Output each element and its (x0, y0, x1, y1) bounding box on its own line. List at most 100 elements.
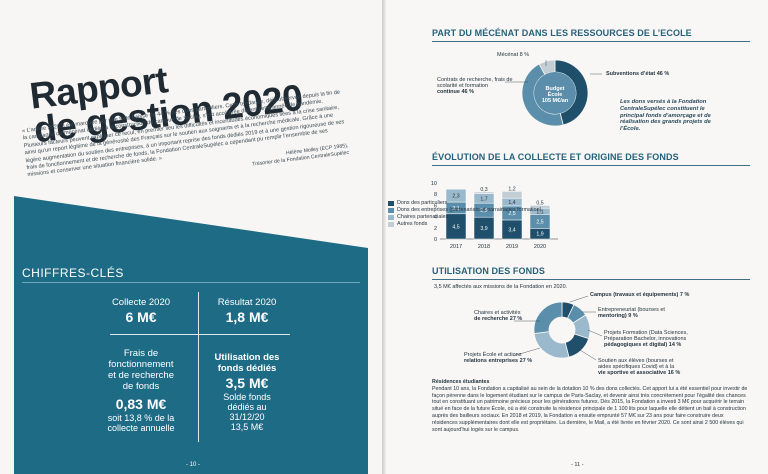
kpi-dedies-value: 3,5 M€ (225, 375, 269, 391)
bar-segment (445, 188, 467, 203)
kpi-dedies-label-1: Utilisation des (214, 352, 280, 363)
legend-swatch (388, 222, 394, 227)
pie-utilisation (533, 301, 591, 359)
kpi-frais: Frais de fonctionnement et de recherche … (66, 348, 216, 433)
bar-x-tick-label: 2020 (534, 244, 546, 250)
bar-data-label: 3,4 (508, 227, 515, 233)
pie2-label-entrepreneuriat-2: mentoring) 9 % (598, 313, 638, 319)
utilisation-intro: 3,5 M€ affectés aux missions de la Fonda… (434, 284, 568, 290)
legend-item-autres: Autres fonds (388, 221, 547, 228)
pie2-label-soutien-3: vie sportive et associative 16 % (598, 370, 681, 376)
pie2-label-formation-3: pédagogiques et digital) 14 % (604, 342, 682, 348)
pie2-slice (533, 331, 570, 359)
bar-data-label: 1,2 (508, 186, 515, 192)
kpi-frais-label-4: de fonds (122, 381, 160, 392)
body-heading: Résidences étudiantes (432, 379, 490, 385)
pie1-center (534, 72, 576, 114)
bar-data-label: 2,5 (480, 208, 487, 214)
bar-data-label: 2,5 (536, 219, 543, 225)
pie2-slice (564, 333, 590, 358)
pie1-leader-lines (505, 60, 602, 83)
pie1-label-mecenat: Mécénat 8 % (497, 52, 530, 58)
legend-item-entreprises: Dons des entreprises (partenariats et pa… (388, 207, 547, 214)
keyfigures-title: CHIFFRES-CLÉS (22, 266, 124, 280)
pie1-label-contrats-1: Contrats de recherche, frais de (437, 77, 513, 83)
pie2-label-soutien-2: aides spécifiques Covid) et à la (598, 364, 675, 370)
legend-label: Autres fonds (397, 221, 428, 227)
bar-x-tick-label: 2019 (506, 244, 518, 250)
kpi-resultat: Résultat 2020 1,8 M€ (172, 297, 322, 326)
pie2-label-campus: Campus (travaux et équipements) 7 % (590, 292, 690, 298)
pie1-center-2: École (547, 92, 563, 98)
section-utilisation-rule (432, 279, 750, 280)
keyfigures-divider (22, 282, 360, 283)
kpi-dedies-sub-4: 13,5 M€ (230, 422, 264, 432)
body-section: Résidences étudiantes Pendant 10 ans, la… (432, 379, 750, 433)
right-page-number: - 11 - (571, 462, 584, 468)
bar-data-label: 3,9 (480, 226, 487, 232)
kpi-dedies-sub-1: Solde fonds (223, 392, 271, 402)
kpi-collecte-value: 6 M€ (125, 309, 157, 325)
kpi-fonds-dedies: Utilisation des fonds dédiés 3,5 M€ Sold… (172, 352, 322, 432)
pie2-label-entrepreneuriat-1: Entrepreneuriat (bourses et (598, 307, 665, 313)
kpi-frais-label-1: Frais de (123, 348, 159, 359)
section-collecte-rule (432, 165, 750, 166)
bar-legend: Dons des particuliers Dons des entrepris… (388, 200, 547, 228)
pie2-label-projets-2: relations entreprises 27 % (464, 358, 533, 364)
kpi-dedies-label-2: fonds dédiés (217, 363, 277, 374)
keyfigures-panel (14, 248, 368, 474)
body-paragraph: Pendant 10 ans, la Fondation a capitalis… (432, 385, 748, 433)
bar-data-label: 0,3 (480, 187, 487, 193)
bar-data-label: 1,1 (536, 209, 543, 215)
kpi-frais-sub-2: collecte annuelle (107, 423, 175, 433)
bar-x-tick-label: 2017 (450, 244, 462, 250)
pie1-center-3: 105 M€/an (541, 98, 569, 104)
kpi-resultat-value: 1,8 M€ (225, 309, 269, 325)
bar-segment (501, 191, 523, 199)
legend-label: Chaires partenariales (397, 214, 449, 220)
bar-segment (473, 191, 495, 194)
panel-diagonal (14, 196, 368, 248)
bar-x-tick-label: 2018 (478, 244, 490, 250)
section-utilisation-title: UTILISATION DES FONDS (432, 266, 545, 276)
pie2-label-chaires-2: de recherche 27 % (474, 316, 523, 322)
pie1-note: Les dons versés à la Fondation CentraleS… (620, 99, 711, 133)
kpi-vertical-divider (198, 292, 199, 442)
book-gutter (382, 0, 386, 474)
bar-y-tick-label: 6 (434, 203, 437, 209)
bar-y-tick-label: 4 (434, 215, 437, 221)
bar-data-label: 2,5 (508, 211, 515, 217)
kpi-resultat-label: Résultat 2020 (217, 297, 277, 308)
pie1-label-subventions: Subventions d’état 46 % (606, 71, 670, 77)
section-mecenat-rule (432, 41, 750, 42)
kpi-horizontal-divider (110, 334, 290, 335)
pie2-label-formation-2: Préparation Bachelor, innovations (604, 336, 687, 342)
legend-item-particuliers: Dons des particuliers (388, 200, 547, 207)
legend-swatch (388, 201, 394, 206)
kpi-collecte-label: Collecte 2020 (111, 297, 171, 308)
legend-swatch (388, 208, 394, 213)
section-mecenat-title: PART DU MÉCÉNAT DANS LES RESSOURCES DE L… (432, 28, 692, 38)
bar-data-label: 2,1 (452, 206, 459, 212)
pie2-leader-lines (512, 295, 603, 361)
pie1-center-1: Budget (545, 86, 565, 92)
kpi-frais-sub-1: soit 13,8 % de la (107, 413, 175, 423)
pie2-label-soutien-1: Soutien aux élèves (bourses et (598, 358, 674, 364)
pie2-label-chaires-1: Chaires et activités (474, 310, 521, 316)
pie2-label-projets-1: Projets École et actions (464, 352, 522, 358)
bar-data-label: 0,5 (536, 200, 543, 206)
bar-y-tick-label: 8 (434, 192, 437, 198)
pie2-label-formation-1: Projets Formation (Data Sciences, (604, 330, 688, 336)
bar-y-tick-label: 0 (434, 237, 437, 243)
section-collecte-title: ÉVOLUTION DE LA COLLECTE ET ORIGINE DES … (432, 152, 679, 162)
pie1-label-contrats-2: scolarité et formation (437, 83, 489, 89)
bar-chart-collecte: 0 2 4 6 8 10 4,5 2,1 2,3 2017 3,9 2,5 1,7 0,3 2018 3,4 2… (431, 181, 558, 250)
bar-y-tick-label: 10 (431, 181, 437, 187)
left-page-number: - 10 - (186, 462, 201, 468)
pie2-slice (533, 301, 563, 334)
bar-data-label: 2,3 (452, 194, 459, 200)
bar-data-label: 1,7 (480, 196, 487, 202)
bar-data-label: 1,4 (508, 200, 515, 206)
kpi-dedies-sub-3: 31/12/20 (229, 412, 265, 422)
